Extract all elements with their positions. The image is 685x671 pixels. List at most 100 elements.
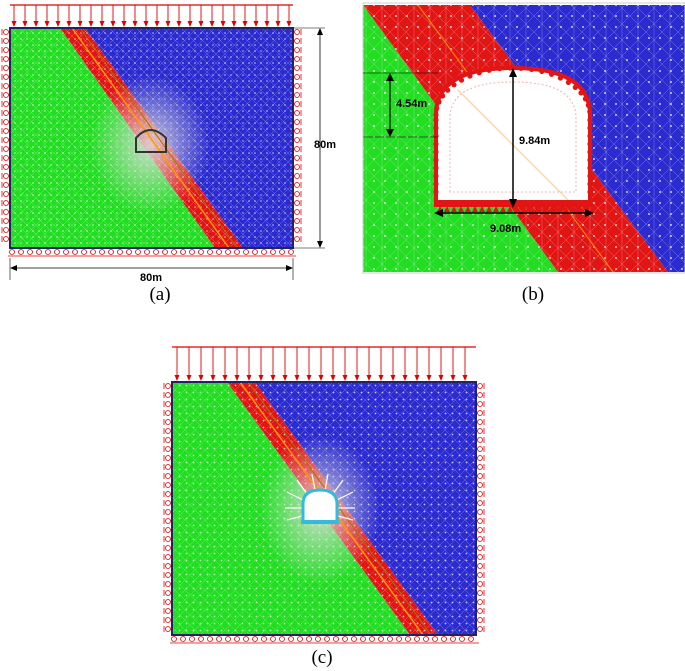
roller-support xyxy=(189,249,195,255)
width-dimension-b: 9.08m xyxy=(434,209,594,235)
roller-support xyxy=(288,249,294,255)
roller-support xyxy=(207,249,213,255)
lining-node xyxy=(476,70,482,76)
roller-support xyxy=(294,128,300,134)
lining-node xyxy=(587,141,593,147)
side-height-dimension-b: 4.54m xyxy=(363,72,438,138)
lining-node xyxy=(440,93,446,99)
lining-node xyxy=(433,157,439,163)
roller-support xyxy=(306,636,312,642)
load-arrowhead xyxy=(143,21,149,27)
roller-support xyxy=(165,563,171,569)
roller-support xyxy=(234,636,240,642)
invert-node xyxy=(479,206,485,212)
roller-support xyxy=(165,500,171,506)
load-arrowhead xyxy=(354,375,360,381)
caption-c: (c) xyxy=(311,647,333,668)
panel-b-figure: 4.54m 9.84m 9.08m xyxy=(362,2,685,274)
roller-support xyxy=(297,636,303,642)
roller-support xyxy=(294,146,300,152)
roller-support xyxy=(261,249,267,255)
lining-node xyxy=(434,105,440,112)
load-arrowhead xyxy=(165,21,171,27)
roller-support xyxy=(477,455,483,461)
roller-support xyxy=(441,636,447,642)
roller-support xyxy=(450,636,456,642)
load-arrowhead xyxy=(231,21,237,27)
lining-node xyxy=(572,84,578,90)
invert-node xyxy=(444,206,450,212)
roller-support xyxy=(165,392,171,398)
load-arrowhead xyxy=(77,21,83,27)
roller-support xyxy=(153,249,159,255)
roller-support xyxy=(3,65,9,71)
roller-support xyxy=(165,536,171,542)
roller-support xyxy=(165,617,171,623)
roller-support xyxy=(360,636,366,642)
roller-support xyxy=(90,249,96,255)
roller-support xyxy=(126,249,132,255)
domain-a xyxy=(9,27,294,249)
load-arrowhead xyxy=(209,21,215,27)
lining-node xyxy=(433,189,439,195)
roller-support xyxy=(99,249,105,255)
roller-support xyxy=(3,56,9,62)
side-supports-c xyxy=(163,383,485,644)
lining-node xyxy=(587,189,593,195)
load-arrowhead xyxy=(438,375,444,381)
lining-node xyxy=(433,181,439,187)
roller-support xyxy=(477,464,483,470)
roller-support xyxy=(165,482,171,488)
roller-support xyxy=(468,636,474,642)
lining-node xyxy=(433,117,439,123)
load-arrowhead xyxy=(234,375,240,381)
width-dimension-a: 80m xyxy=(9,258,294,284)
roller-support xyxy=(9,249,15,255)
roller-support xyxy=(477,590,483,596)
roller-support xyxy=(3,218,9,224)
roller-support xyxy=(477,446,483,452)
side-height-label-b: 4.54m xyxy=(396,98,427,110)
load-arrowhead xyxy=(88,21,94,27)
roller-support xyxy=(477,482,483,488)
lining-node xyxy=(539,68,545,74)
roller-support xyxy=(477,608,483,614)
roller-support xyxy=(243,249,249,255)
load-arrowhead xyxy=(294,375,300,381)
invert-node xyxy=(521,206,527,212)
roller-support xyxy=(165,518,171,524)
roller-support xyxy=(294,218,300,224)
panel-c-figure xyxy=(163,346,485,644)
roller-support xyxy=(294,155,300,161)
roller-support xyxy=(477,419,483,425)
lining-node xyxy=(557,75,563,81)
lining-node xyxy=(587,125,593,131)
roller-support xyxy=(294,182,300,188)
lining-node xyxy=(445,87,451,93)
width-label-b: 9.08m xyxy=(490,223,521,235)
interface-line xyxy=(71,27,230,249)
roller-support xyxy=(477,563,483,569)
roller-support xyxy=(165,446,171,452)
invert-node xyxy=(507,206,513,212)
total-height-label-b: 9.84m xyxy=(519,135,550,147)
roller-support xyxy=(81,249,87,255)
roller-support xyxy=(3,83,9,89)
roller-support xyxy=(414,636,420,642)
roller-support xyxy=(165,527,171,533)
roller-support xyxy=(63,249,69,255)
load-arrowhead xyxy=(99,21,105,27)
roller-support xyxy=(36,249,42,255)
lining-node xyxy=(433,141,439,147)
lining-node xyxy=(436,99,442,105)
load-arrows-a xyxy=(10,4,293,27)
lining-node xyxy=(587,157,593,163)
roller-support xyxy=(477,536,483,542)
roller-support xyxy=(294,236,300,242)
roller-support xyxy=(165,473,171,479)
domain-c xyxy=(171,381,477,636)
roller-support xyxy=(165,599,171,605)
roller-support xyxy=(333,636,339,642)
panel-b: 4.54m 9.84m 9.08m (b) xyxy=(358,0,685,310)
roller-support xyxy=(162,249,168,255)
